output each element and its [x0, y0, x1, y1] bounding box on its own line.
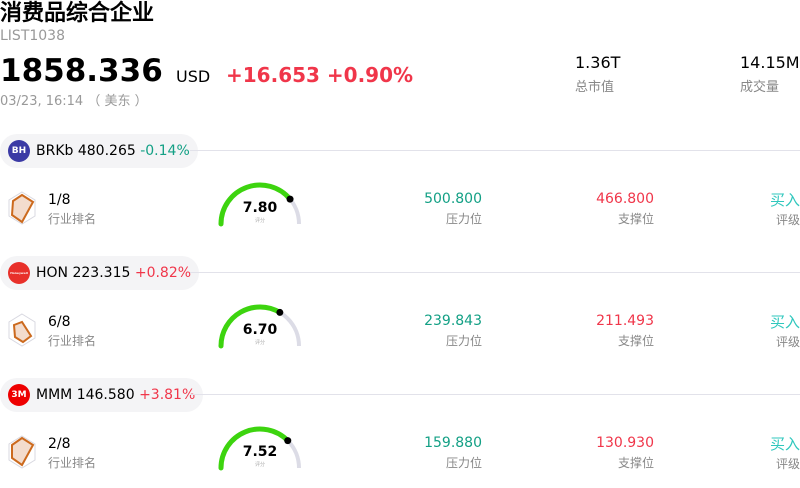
rank-icon	[8, 313, 36, 351]
ticker: MMM	[36, 387, 73, 403]
stock-price: 223.315	[72, 265, 131, 281]
volume: 14.15M 成交量	[740, 53, 800, 95]
resistance-label: 压力位	[445, 456, 482, 470]
support-label: 支撑位	[617, 456, 654, 470]
change-value: +16.653	[226, 63, 320, 87]
rank-icon	[8, 191, 36, 229]
company-logo: BH	[8, 140, 30, 162]
gauge-marker	[276, 308, 284, 316]
score-value: 6.70	[242, 322, 278, 338]
rank-icon	[8, 435, 36, 473]
industry-rank: 6/8	[48, 314, 71, 330]
industry-rank-label: 行业排名	[48, 456, 97, 470]
divider	[190, 272, 800, 273]
support-value: 130.930	[596, 435, 654, 451]
score-gauge	[215, 304, 305, 358]
score-gauge	[215, 426, 305, 480]
support-value: 466.800	[596, 191, 654, 207]
market-cap-label: 总市值	[575, 80, 615, 95]
rating-label: 评级	[775, 457, 800, 471]
stock-price: 480.265	[77, 143, 136, 159]
support-label: 支撑位	[617, 334, 654, 348]
resistance-label: 压力位	[445, 212, 482, 226]
support-value: 211.493	[596, 313, 654, 329]
gauge-marker	[284, 437, 292, 445]
volume-value: 14.15M	[740, 53, 800, 72]
index-price: 1858.336	[0, 53, 163, 89]
market-cap: 1.36T 总市值	[575, 53, 620, 95]
list-code: LIST1038	[0, 28, 65, 44]
divider	[190, 150, 800, 151]
industry-rank: 2/8	[48, 436, 71, 452]
resistance-value: 239.843	[424, 313, 482, 329]
stock-price: 146.580	[76, 387, 135, 403]
stock-change: -0.14%	[140, 143, 190, 159]
score-value: 7.80	[242, 200, 278, 216]
market-cap-value: 1.36T	[575, 53, 621, 72]
score-label: 评分	[254, 218, 265, 224]
page-title: 消费品综合企业	[0, 1, 155, 26]
score-label: 评分	[254, 462, 265, 468]
company-logo: 3M	[8, 384, 30, 406]
stock-change: +3.81%	[139, 387, 196, 403]
industry-rank-label: 行业排名	[48, 212, 97, 226]
ticker: BRKb	[36, 143, 74, 159]
score-value: 7.52	[242, 444, 278, 460]
rating-value[interactable]: 买入	[769, 191, 800, 209]
resistance-label: 压力位	[445, 334, 482, 348]
gauge-marker	[286, 195, 294, 203]
rating-value[interactable]: 买入	[769, 435, 800, 453]
resistance-value: 159.880	[424, 435, 482, 451]
rating-label: 评级	[775, 213, 800, 227]
stock-header[interactable]: Honeywell HON 223.315 +0.82%	[0, 256, 200, 290]
industry-rank: 1/8	[48, 192, 71, 208]
score-gauge	[215, 182, 305, 236]
divider	[190, 394, 800, 395]
volume-label: 成交量	[740, 80, 780, 95]
stock-change: +0.82%	[134, 265, 192, 281]
stock-header[interactable]: 3M MMM 146.580 +3.81%	[0, 378, 204, 412]
score-label: 评分	[254, 340, 265, 346]
stock-header[interactable]: BH BRKb 480.265 -0.14%	[0, 134, 198, 168]
ticker: HON	[36, 265, 69, 281]
timestamp: 03/23, 16:14 （ 美东 ）	[0, 94, 148, 109]
price-change: +16.653 +0.90%	[226, 63, 413, 87]
rating-value[interactable]: 买入	[769, 313, 800, 331]
industry-rank-label: 行业排名	[48, 334, 97, 348]
currency: USD	[176, 67, 211, 86]
support-label: 支撑位	[617, 212, 654, 226]
change-percent: +0.90%	[326, 63, 414, 87]
rating-label: 评级	[775, 335, 800, 349]
company-logo: Honeywell	[8, 262, 30, 284]
resistance-value: 500.800	[424, 191, 482, 207]
